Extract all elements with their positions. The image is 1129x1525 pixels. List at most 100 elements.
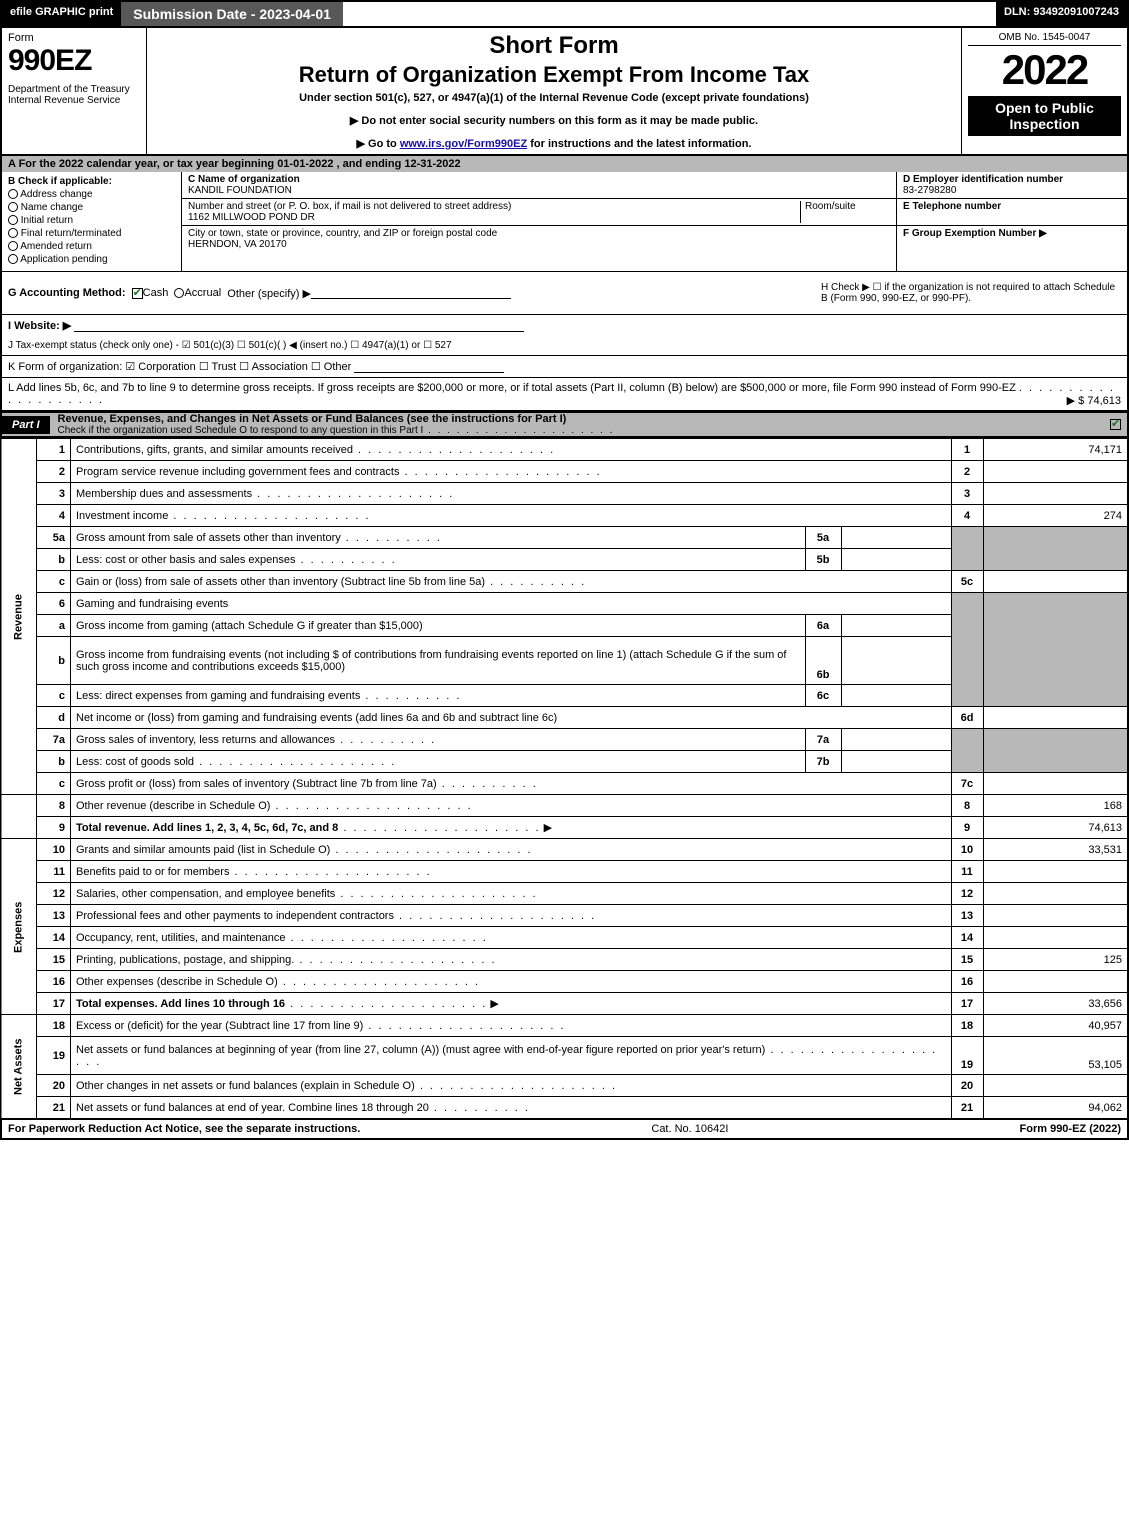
- chk-amended-return[interactable]: Amended return: [8, 241, 175, 252]
- open-to-public: Open to Public Inspection: [968, 96, 1121, 136]
- city-label: City or town, state or province, country…: [188, 228, 497, 239]
- org-name-label: C Name of organization: [188, 174, 300, 185]
- address-label: Number and street (or P. O. box, if mail…: [188, 201, 511, 212]
- line-k-text: K Form of organization: ☑ Corporation ☐ …: [8, 360, 351, 373]
- row-7c: c Gross profit or (loss) from sales of i…: [1, 773, 1128, 795]
- chk-accrual[interactable]: [174, 288, 184, 298]
- omb-number: OMB No. 1545-0047: [968, 32, 1121, 46]
- tax-year: 2022: [968, 46, 1121, 94]
- ssn-warning: ▶ Do not enter social security numbers o…: [155, 114, 953, 127]
- row-1: Revenue 1 Contributions, gifts, grants, …: [1, 439, 1128, 461]
- block-bcdef: B Check if applicable: Address change Na…: [0, 172, 1129, 272]
- side-revenue: Revenue: [1, 439, 37, 795]
- goto-post: for instructions and the latest informat…: [527, 138, 751, 150]
- line-l-text: L Add lines 5b, 6c, and 7b to line 9 to …: [8, 382, 1016, 394]
- city-value: HERNDON, VA 20170: [188, 239, 287, 250]
- col-de: D Employer identification number 83-2798…: [897, 172, 1127, 271]
- row-6: 6 Gaming and fundraising events: [1, 593, 1128, 615]
- col-b-heading: B Check if applicable:: [8, 176, 175, 187]
- row-21: 21 Net assets or fund balances at end of…: [1, 1097, 1128, 1119]
- group-exemption-row: F Group Exemption Number ▶: [897, 226, 1127, 241]
- part1-tag: Part I: [2, 416, 50, 434]
- irs-link[interactable]: www.irs.gov/Form990EZ: [400, 138, 527, 150]
- room-suite-label: Room/suite: [800, 201, 890, 223]
- goto-note: ▶ Go to www.irs.gov/Form990EZ for instru…: [155, 137, 953, 150]
- line-k: K Form of organization: ☑ Corporation ☐ …: [0, 356, 1129, 378]
- city-row: City or town, state or province, country…: [182, 226, 896, 252]
- part1-header: Part I Revenue, Expenses, and Changes in…: [0, 411, 1129, 438]
- col-b: B Check if applicable: Address change Na…: [2, 172, 182, 271]
- row-12: 12 Salaries, other compensation, and emp…: [1, 883, 1128, 905]
- chk-name-change[interactable]: Name change: [8, 202, 175, 213]
- header-middle: Short Form Return of Organization Exempt…: [147, 28, 962, 154]
- org-name: KANDIL FOUNDATION: [188, 185, 292, 196]
- address-row: Number and street (or P. O. box, if mail…: [182, 199, 896, 226]
- dln-label: DLN: 93492091007243: [996, 2, 1127, 26]
- footer-left: For Paperwork Reduction Act Notice, see …: [8, 1123, 360, 1135]
- ein-label: D Employer identification number: [903, 174, 1063, 185]
- department-label: Department of the Treasury Internal Reve…: [8, 84, 140, 106]
- under-section: Under section 501(c), 527, or 4947(a)(1)…: [155, 92, 953, 104]
- part1-title: Revenue, Expenses, and Changes in Net As…: [58, 413, 615, 425]
- line-i: I Website: ▶: [0, 315, 1129, 336]
- row-20: 20 Other changes in net assets or fund b…: [1, 1075, 1128, 1097]
- chk-address-change[interactable]: Address change: [8, 189, 175, 200]
- group-exemption-label: F Group Exemption Number ▶: [903, 228, 1047, 239]
- part1-table: Revenue 1 Contributions, gifts, grants, …: [0, 438, 1129, 1119]
- page-footer: For Paperwork Reduction Act Notice, see …: [0, 1119, 1129, 1140]
- row-5a: 5a Gross amount from sale of assets othe…: [1, 527, 1128, 549]
- line-g-label: G Accounting Method:: [8, 287, 126, 299]
- part1-subtitle: Check if the organization used Schedule …: [58, 425, 615, 436]
- row-8: 8 Other revenue (describe in Schedule O)…: [1, 795, 1128, 817]
- row-5c: c Gain or (loss) from sale of assets oth…: [1, 571, 1128, 593]
- side-expenses: Expenses: [1, 839, 37, 1015]
- chk-application-pending[interactable]: Application pending: [8, 254, 175, 265]
- row-14: 14 Occupancy, rent, utilities, and maint…: [1, 927, 1128, 949]
- header-left: Form 990EZ Department of the Treasury In…: [2, 28, 147, 154]
- other-org-blank: [354, 361, 504, 373]
- val-1: 74,171: [983, 439, 1128, 461]
- form-word: Form: [8, 32, 140, 44]
- row-19: 19 Net assets or fund balances at beginn…: [1, 1037, 1128, 1075]
- num-1: 1: [951, 439, 983, 461]
- phone-row: E Telephone number: [897, 199, 1127, 226]
- return-title: Return of Organization Exempt From Incom…: [155, 62, 953, 88]
- section-a-line: A For the 2022 calendar year, or tax yea…: [0, 156, 1129, 172]
- desc-1: Contributions, gifts, grants, and simila…: [71, 439, 952, 461]
- other-specify-blank: [311, 287, 511, 299]
- part1-title-block: Revenue, Expenses, and Changes in Net As…: [58, 413, 615, 436]
- phone-label: E Telephone number: [903, 201, 1001, 212]
- line-l-amount: ▶ $ 74,613: [1067, 394, 1121, 407]
- row-4: 4 Investment income 4 274: [1, 505, 1128, 527]
- col-c: C Name of organization KANDIL FOUNDATION…: [182, 172, 897, 271]
- row-10: Expenses 10 Grants and similar amounts p…: [1, 839, 1128, 861]
- address-value: 1162 MILLWOOD POND DR: [188, 212, 315, 223]
- row-16: 16 Other expenses (describe in Schedule …: [1, 971, 1128, 993]
- row-15: 15 Printing, publications, postage, and …: [1, 949, 1128, 971]
- row-2: 2 Program service revenue including gove…: [1, 461, 1128, 483]
- chk-final-return[interactable]: Final return/terminated: [8, 228, 175, 239]
- chk-cash[interactable]: [132, 288, 143, 299]
- line-h: H Check ▶ ☐ if the organization is not r…: [821, 282, 1121, 304]
- efile-label: efile GRAPHIC print: [2, 2, 121, 26]
- row-3: 3 Membership dues and assessments 3: [1, 483, 1128, 505]
- form-header: Form 990EZ Department of the Treasury In…: [0, 28, 1129, 156]
- row-11: 11 Benefits paid to or for members 11: [1, 861, 1128, 883]
- org-name-row: C Name of organization KANDIL FOUNDATION: [182, 172, 896, 199]
- row-6d: d Net income or (loss) from gaming and f…: [1, 707, 1128, 729]
- row-17: 17 Total expenses. Add lines 10 through …: [1, 993, 1128, 1015]
- website-label: I Website: ▶: [8, 319, 71, 332]
- chk-initial-return[interactable]: Initial return: [8, 215, 175, 226]
- line-g-h: G Accounting Method: Cash Accrual Other …: [0, 272, 1129, 315]
- part1-schedule-o-check[interactable]: [1110, 419, 1121, 431]
- row-7a: 7a Gross sales of inventory, less return…: [1, 729, 1128, 751]
- footer-cat: Cat. No. 10642I: [360, 1123, 1019, 1135]
- side-net-assets: Net Assets: [1, 1015, 37, 1119]
- row-13: 13 Professional fees and other payments …: [1, 905, 1128, 927]
- form-number: 990EZ: [8, 44, 140, 78]
- line-j: J Tax-exempt status (check only one) - ☑…: [0, 336, 1129, 356]
- ein-row: D Employer identification number 83-2798…: [897, 172, 1127, 199]
- submission-date: Submission Date - 2023-04-01: [121, 2, 343, 26]
- row-9: 9 Total revenue. Add lines 1, 2, 3, 4, 5…: [1, 817, 1128, 839]
- topbar-spacer: [343, 2, 996, 26]
